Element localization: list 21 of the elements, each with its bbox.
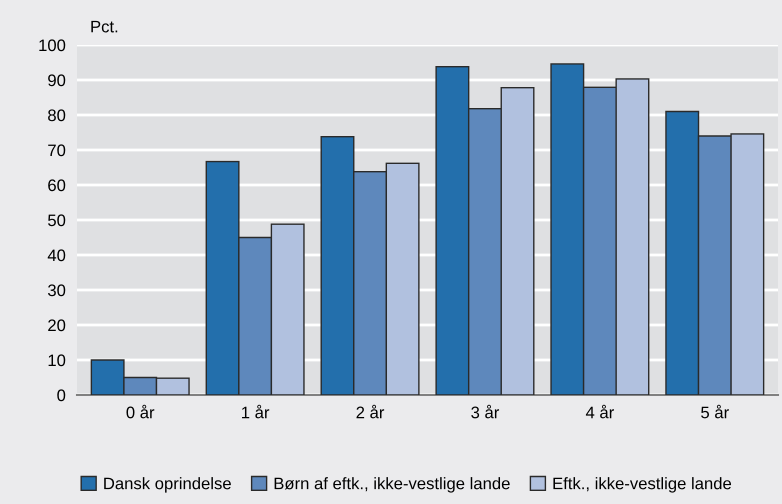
y-tick-label: 70 xyxy=(48,144,66,156)
y-tick-label: 80 xyxy=(48,109,66,122)
legend-label: Eftk., ikke-vestlige lande xyxy=(553,477,732,493)
legend-label: Børn af eftk., ikke-vestlige lande xyxy=(274,477,510,493)
legend-label: Dansk oprindelse xyxy=(104,477,231,493)
y-axis-title: Pct. xyxy=(91,20,118,32)
y-tick-label: 60 xyxy=(48,179,66,192)
y-tick-label: 20 xyxy=(48,319,66,332)
x-tick-label: 2 år xyxy=(356,404,384,418)
x-tick-label: 3 år xyxy=(471,404,500,418)
x-tick-label: 1 år xyxy=(242,404,270,418)
y-tick-label: 10 xyxy=(48,354,66,366)
y-tick-label: 0 xyxy=(57,389,66,402)
x-tick-label: 0 år xyxy=(126,404,154,418)
x-tick-label: 4 år xyxy=(586,404,614,418)
y-tick-label: 90 xyxy=(48,74,66,86)
y-tick-label: 30 xyxy=(48,284,66,296)
y-tick-label: 50 xyxy=(48,214,66,226)
y-tick-label: 100 xyxy=(39,39,66,52)
x-tick-label: 5 år xyxy=(701,404,729,418)
y-tick-label: 40 xyxy=(48,249,66,262)
